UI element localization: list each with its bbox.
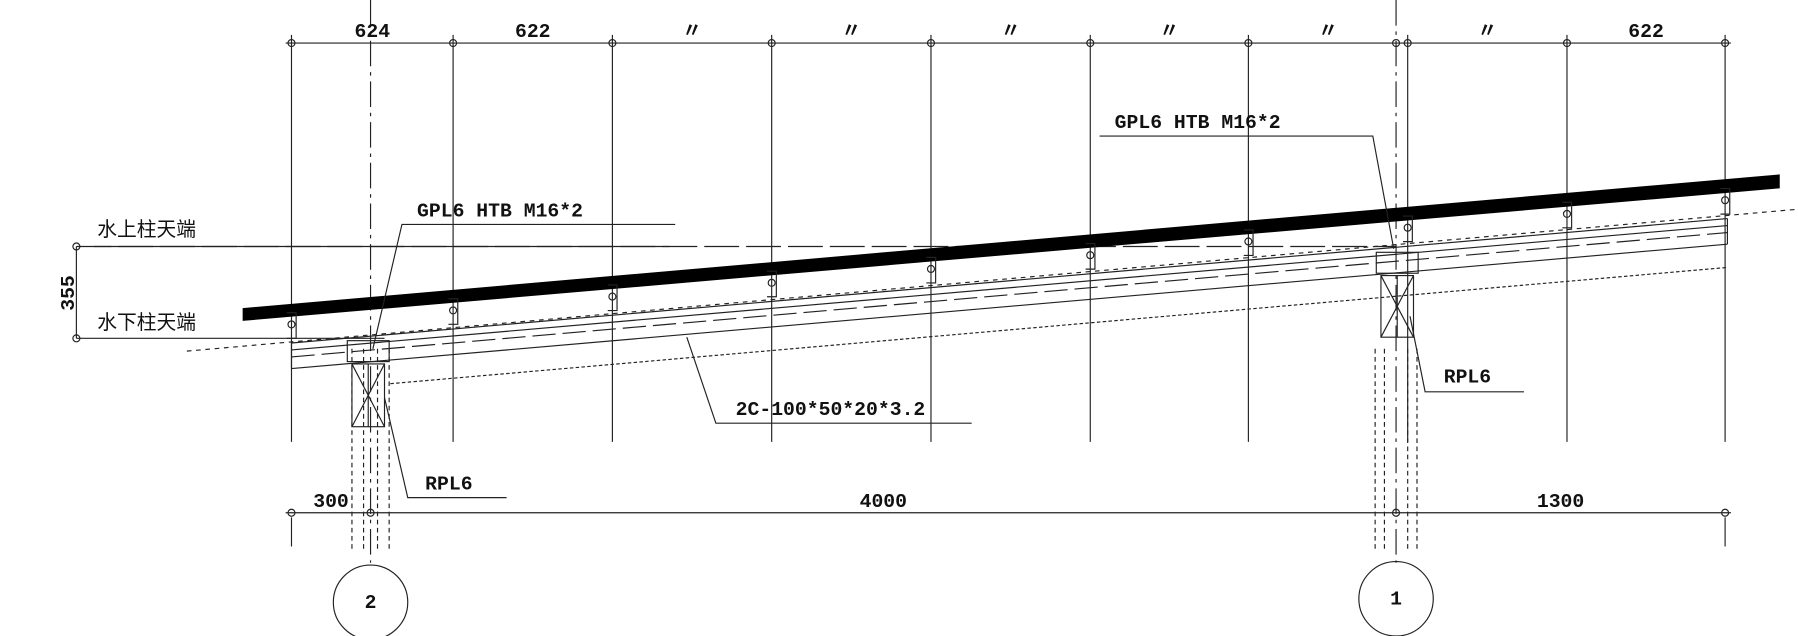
dimension-label: 〃: [1159, 21, 1179, 43]
dimension-label: 〃: [841, 21, 861, 43]
dimension-tick: [449, 38, 458, 48]
callout: RPL6: [1444, 367, 1491, 389]
dimension-tick: [1244, 38, 1253, 48]
dimension-tick: [1721, 508, 1730, 517]
grid-label: 2: [365, 592, 377, 614]
purlin-bolt: [1403, 223, 1412, 232]
dimension-label: 4000: [860, 491, 907, 513]
grid-label: 1: [1390, 589, 1402, 611]
purlin-bolt: [608, 292, 617, 301]
dimension-label: 300: [313, 491, 349, 513]
dimension-tick: [1391, 38, 1401, 48]
leader: [1409, 316, 1524, 393]
leader: [1099, 135, 1395, 249]
dimension-tick: [926, 38, 936, 48]
purlin: [1562, 201, 1573, 229]
dimension-tick: [1562, 38, 1572, 48]
beam: [291, 218, 1728, 344]
dimension-tick: [1086, 38, 1095, 48]
level-height: 355: [58, 275, 80, 311]
purlin-bolt: [1562, 209, 1572, 218]
plate: [346, 340, 390, 363]
dimension-label: 〃: [1001, 21, 1021, 43]
purlin-bolt: [449, 306, 458, 315]
purlin: [926, 256, 937, 284]
dimension-label: 622: [515, 21, 551, 43]
purlin: [1085, 242, 1096, 270]
dimension-tick: [1403, 38, 1412, 48]
purlin-bolt: [1721, 196, 1730, 205]
level-label: 水下柱天端: [97, 311, 196, 334]
purlin-bolt: [287, 320, 296, 329]
purlin-bolt: [1244, 237, 1253, 246]
beam: [291, 231, 1728, 358]
plate: [1375, 251, 1419, 274]
grid-bubble: [332, 564, 409, 636]
level-label: 水上柱天端: [97, 218, 196, 241]
dimension-tick: [767, 38, 776, 48]
purlin-bolt: [1086, 251, 1095, 260]
dimension-label: 〃: [1318, 21, 1338, 43]
purlin: [607, 284, 618, 312]
dimension-tick: [287, 508, 296, 517]
purlin: [1243, 229, 1254, 257]
dimension-label: 〃: [682, 21, 702, 43]
dimension-tick: [72, 242, 81, 251]
grid-bubble: [1358, 561, 1434, 636]
dimension-tick: [287, 38, 296, 48]
purlin: [767, 270, 777, 298]
purlin-bolt: [767, 278, 776, 287]
dimension-label: 1300: [1537, 491, 1584, 513]
dimension-tick: [1391, 508, 1401, 517]
leader: [686, 336, 972, 424]
purlin: [1403, 215, 1413, 243]
dimension-label: 622: [1628, 21, 1664, 43]
callout: GPL6 HTB M16*2: [1115, 112, 1281, 134]
dimension-tick: [1721, 38, 1730, 48]
beam: [291, 243, 1728, 370]
dimension-tick: [366, 508, 375, 517]
dimension-label: 624: [355, 21, 391, 43]
dimension-label: 〃: [1477, 21, 1497, 43]
labels: 水上柱天端 水下柱天端 355 GPL6 HTB M16*2 GPL6 HTB …: [58, 112, 1491, 614]
outline: [242, 174, 1780, 321]
outline: [186, 208, 1798, 352]
dimension-tick: [608, 38, 617, 48]
purlin-bolt: [926, 264, 936, 274]
dimension-tick: [72, 334, 81, 343]
callout: GPL6 HTB M16*2: [417, 200, 583, 222]
callout: RPL6: [425, 473, 472, 495]
callout: 2C-100*50*20*3.2: [736, 399, 926, 421]
leader: [372, 223, 676, 349]
purlin: [1720, 187, 1731, 215]
beam: [291, 224, 1728, 351]
outline: [390, 266, 1728, 385]
leader: [383, 397, 507, 499]
purlin: [448, 298, 459, 325]
purlin: [286, 312, 297, 339]
